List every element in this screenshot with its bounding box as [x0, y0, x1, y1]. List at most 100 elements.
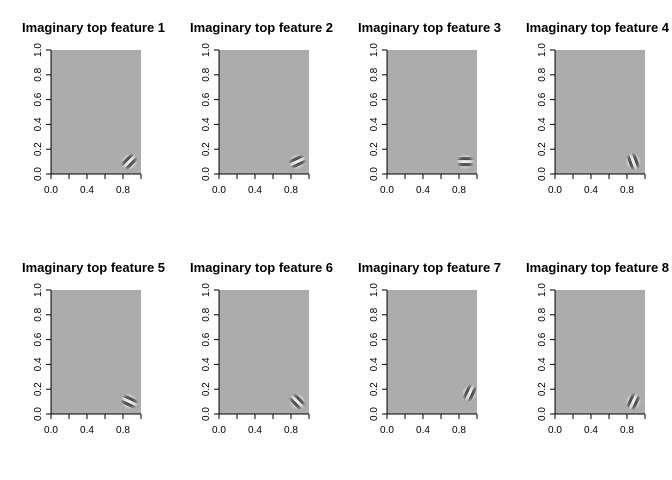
panel-title: Imaginary top feature 8	[526, 260, 669, 275]
y-tick-label: 0.0	[201, 407, 212, 421]
x-tick-label: 0.4	[584, 425, 598, 436]
feature-panel-3: Imaginary top feature 3 0.0 0.4 0.8 0.0 0.2 0.…	[358, 20, 501, 196]
blob-stripe	[456, 160, 475, 164]
x-tick-label: 0.0	[212, 425, 226, 436]
y-tick-label: 0.4	[33, 117, 44, 131]
x-tick-label: 0.8	[452, 185, 466, 196]
blob-stripe	[464, 384, 475, 402]
blob-stripe	[123, 391, 141, 401]
y-tick-label: 0.8	[201, 67, 212, 81]
y-tick-label: 0.6	[369, 332, 380, 346]
blob-stripe	[626, 153, 635, 172]
blob-stripe	[292, 392, 307, 407]
y-tick-label: 1.0	[33, 283, 44, 297]
blob-stripe	[126, 159, 141, 173]
y-tick-label: 0.2	[33, 142, 44, 156]
panel-title: Imaginary top feature 4	[526, 20, 670, 35]
x-tick-label: 0.4	[416, 425, 430, 436]
x-tick-label: 0.8	[284, 185, 298, 196]
y-tick-label: 0.0	[33, 407, 44, 421]
blob-stripe	[122, 394, 140, 404]
x-tick-label: 0.4	[416, 185, 430, 196]
blob-stripe	[288, 396, 303, 411]
blob-stripe	[628, 393, 639, 411]
y-tick-label: 0.0	[537, 167, 548, 181]
x-tick-label: 0.0	[212, 185, 226, 196]
panel-title: Imaginary top feature 6	[190, 260, 333, 275]
feature-blob	[285, 389, 310, 414]
x-tick-label: 0.4	[248, 185, 262, 196]
blob-stripe	[456, 166, 475, 169]
feature-blob	[285, 150, 309, 173]
x-tick-label: 0.8	[452, 425, 466, 436]
heatmap-background	[387, 50, 477, 174]
y-tick-label: 0.4	[537, 357, 548, 371]
feature-panel-7: Imaginary top feature 7 0.0 0.4 0.8 0.0 0.2 0.…	[358, 260, 501, 436]
blob-stripe	[286, 399, 300, 413]
feature-panel-6: Imaginary top feature 6 0.0 0.4 0.8 0.0 0.2 0.…	[190, 260, 333, 436]
panel-title: Imaginary top feature 5	[22, 260, 165, 275]
y-tick-label: 1.0	[201, 43, 212, 57]
y-tick-label: 0.4	[537, 117, 548, 131]
y-tick-label: 0.8	[33, 67, 44, 81]
feature-panel-2: Imaginary top feature 2 0.0 0.4 0.8 0.0 0.2 0.…	[190, 20, 333, 196]
blob-stripe	[287, 154, 305, 164]
blob-stripe	[286, 151, 304, 161]
x-tick-label: 0.0	[548, 425, 562, 436]
y-tick-label: 0.4	[369, 357, 380, 371]
heatmap-background	[219, 50, 309, 174]
blob-stripe	[467, 385, 478, 403]
x-tick-label: 0.8	[620, 185, 634, 196]
x-tick-label: 0.4	[248, 425, 262, 436]
blob-stripe	[291, 162, 309, 172]
blob-stripe	[456, 154, 475, 157]
y-tick-label: 0.2	[369, 382, 380, 396]
y-tick-label: 1.0	[537, 283, 548, 297]
feature-panel-5: Imaginary top feature 5 0.0 0.4 0.8 0.0 0.2 0.…	[22, 260, 165, 436]
blob-stripe	[119, 399, 137, 410]
y-tick-label: 0.0	[369, 407, 380, 421]
y-tick-label: 0.2	[537, 142, 548, 156]
blob-stripe	[290, 394, 305, 409]
x-tick-label: 0.4	[80, 185, 94, 196]
x-tick-label: 0.4	[80, 425, 94, 436]
blob-stripe	[623, 390, 633, 408]
y-tick-label: 0.2	[33, 382, 44, 396]
blob-stripe	[290, 159, 308, 170]
feature-blob	[117, 390, 141, 413]
blob-stripe	[629, 152, 638, 171]
x-tick-label: 0.8	[620, 425, 634, 436]
x-tick-label: 0.8	[284, 425, 298, 436]
y-tick-label: 0.4	[369, 117, 380, 131]
y-tick-label: 1.0	[33, 43, 44, 57]
x-tick-label: 0.0	[44, 185, 58, 196]
y-tick-label: 0.0	[201, 167, 212, 181]
feature-blob	[622, 390, 645, 414]
y-tick-label: 0.6	[201, 92, 212, 106]
blob-stripe	[288, 156, 306, 167]
panel-title: Imaginary top feature 1	[22, 20, 165, 35]
y-tick-label: 0.6	[33, 92, 44, 106]
panel-title: Imaginary top feature 7	[358, 260, 501, 275]
x-tick-label: 0.4	[584, 185, 598, 196]
blob-stripe	[122, 154, 137, 169]
y-tick-label: 0.8	[537, 307, 548, 321]
blob-stripe	[459, 382, 469, 399]
y-tick-label: 0.0	[33, 167, 44, 181]
blob-stripe	[120, 152, 135, 167]
y-tick-label: 0.4	[33, 357, 44, 371]
blob-stripe	[634, 395, 644, 413]
blob-stripe	[118, 402, 136, 412]
y-tick-label: 0.4	[201, 357, 212, 371]
y-tick-label: 0.6	[537, 332, 548, 346]
panel-title: Imaginary top feature 2	[190, 20, 333, 35]
y-tick-label: 0.0	[369, 167, 380, 181]
y-tick-label: 0.6	[369, 92, 380, 106]
x-tick-label: 0.0	[548, 185, 562, 196]
x-tick-label: 0.8	[116, 185, 130, 196]
y-tick-label: 1.0	[369, 283, 380, 297]
blob-stripe	[294, 390, 309, 405]
blob-stripe	[631, 151, 641, 170]
blob-stripe	[470, 387, 480, 404]
blob-stripe	[456, 163, 475, 167]
